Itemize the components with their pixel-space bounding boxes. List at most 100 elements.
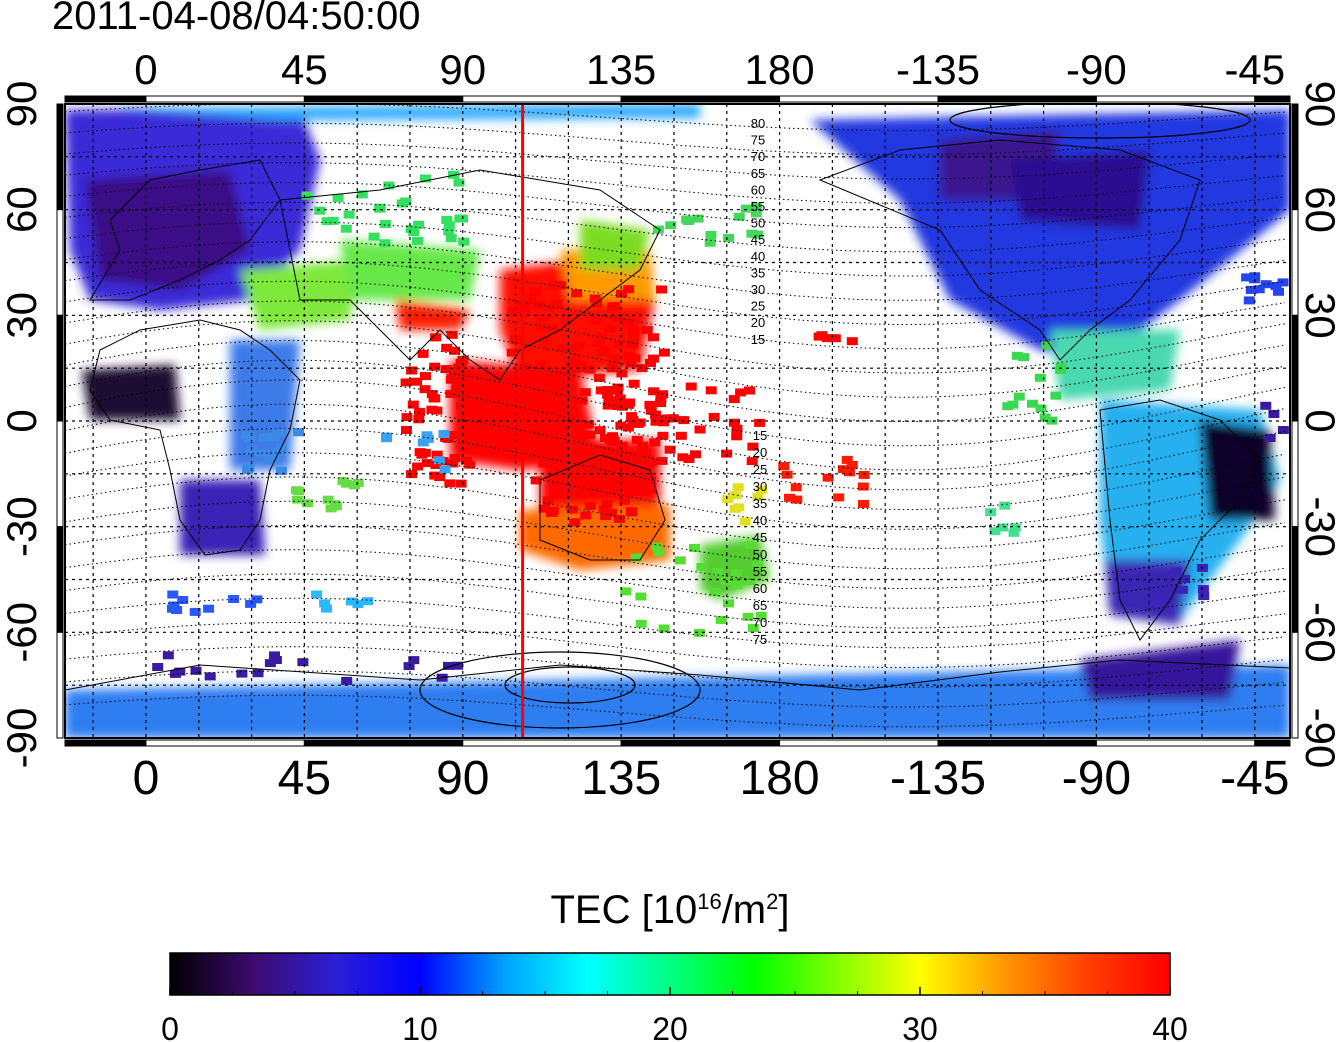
tec-pixel (742, 612, 754, 621)
tec-pixel (747, 624, 759, 633)
tec-pixel (1270, 282, 1282, 290)
tec-data-layer (65, 104, 1290, 738)
tec-pixel (722, 495, 734, 504)
tec-pixel (566, 344, 578, 353)
tec-pixel (694, 425, 706, 434)
tec-pixel (551, 489, 563, 498)
contour-label-north: 60 (751, 182, 765, 197)
tec-pixel (341, 676, 353, 685)
tec-pixel (456, 432, 468, 441)
contour-line (65, 201, 1286, 253)
tec-pixel (628, 379, 640, 388)
tec-pixel (152, 663, 164, 671)
tec-pixel (627, 340, 639, 349)
frame-bar-right (1291, 631, 1299, 739)
tec-pixel (537, 313, 549, 322)
contour-line (65, 182, 1286, 228)
contour-label-south: 15 (753, 428, 767, 443)
tec-pixel (529, 287, 541, 296)
tec-pixel (858, 470, 870, 479)
tec-pixel (1011, 351, 1023, 360)
tec-pixel (743, 577, 755, 586)
frame-bar-top (64, 95, 147, 103)
tec-pixel (636, 441, 648, 450)
tec-pixel (662, 414, 674, 423)
tec-pixel (658, 348, 670, 357)
tec-pixel (189, 607, 201, 616)
frame-bar-bottom (779, 739, 939, 747)
tec-pixel (837, 465, 849, 474)
tec-pixel (648, 354, 659, 363)
axis-labels: 0045459090135135180180-135-135-90-90-45-… (0, 46, 1340, 805)
tec-pixel (301, 191, 313, 200)
coastline-australia (539, 454, 666, 561)
tec-pixel (169, 669, 181, 678)
tec-pixel (604, 324, 616, 333)
tec-pixel (592, 338, 604, 347)
tec-pixel (552, 280, 564, 289)
tec-pixel (440, 365, 452, 374)
tec-pixel (712, 567, 724, 576)
tec-pixel (642, 461, 654, 469)
tec-pixel (755, 611, 767, 620)
tec-pixel (276, 466, 287, 475)
tec-pixel (204, 672, 216, 681)
tec-pixel (746, 457, 758, 466)
contour-line (65, 122, 1286, 156)
tec-pixel (457, 355, 469, 364)
tec-pixel (612, 313, 624, 322)
tec-pixel (414, 407, 426, 416)
tec-pixel (550, 450, 562, 459)
tec-pixel (756, 485, 767, 494)
contour-label-south: 50 (753, 547, 767, 562)
colorbar-title-suffix: ] (778, 888, 790, 932)
tec-pixel (419, 174, 431, 183)
frame-bar-bottom (620, 739, 781, 747)
tec-pixel (270, 656, 282, 664)
tec-pixel (653, 548, 665, 557)
tec-pixel (622, 423, 634, 432)
tec-pixel (731, 432, 743, 441)
tec-pixel (739, 517, 751, 526)
tec-pixel (641, 325, 653, 334)
tec-pixel (535, 360, 546, 369)
tec-pixel (162, 651, 174, 660)
tec-pixel (1160, 598, 1172, 607)
lon-tick-label-top: -135 (896, 46, 980, 93)
tec-pixel (675, 431, 687, 440)
tec-pixel (362, 597, 373, 606)
tec-pixel (705, 386, 717, 395)
colorbar-tick-label: 40 (1152, 1011, 1188, 1042)
coastline-asia (279, 169, 661, 381)
tec-pixel (593, 373, 605, 382)
tec-pixel (451, 380, 463, 389)
tec-pixel (583, 452, 595, 461)
lon-tick-label-bottom: -135 (890, 752, 986, 805)
tec-pixel (1039, 413, 1051, 422)
contour-line (65, 241, 1286, 301)
colorbar-title: TEC [1016/m2] (0, 888, 1340, 933)
tec-pixel (507, 448, 518, 457)
contour-line (65, 622, 1286, 668)
tec-pixel (177, 596, 189, 604)
frame-bar-bottom (64, 739, 147, 747)
tec-pixel (321, 217, 333, 226)
tec-pixel (319, 599, 331, 608)
tec-pixel (747, 442, 759, 451)
lat-tick-label-right: 30 (1297, 292, 1340, 339)
tec-pixel (630, 451, 642, 460)
tec-pixel (730, 569, 742, 578)
tec-region-canada-dark (1010, 150, 1150, 230)
tec-pixel (639, 471, 651, 480)
tec-pixel (822, 473, 834, 482)
tec-region-india (395, 300, 470, 330)
contour-label-north: 35 (751, 265, 765, 280)
tec-pixel (452, 661, 464, 670)
tec-pixel (1241, 273, 1253, 282)
tec-pixel (608, 355, 620, 364)
tec-pixel (841, 455, 853, 464)
lat-tick-label-left: -30 (0, 496, 45, 557)
contour-line (65, 261, 1286, 325)
contour-label-north: 80 (751, 116, 765, 131)
